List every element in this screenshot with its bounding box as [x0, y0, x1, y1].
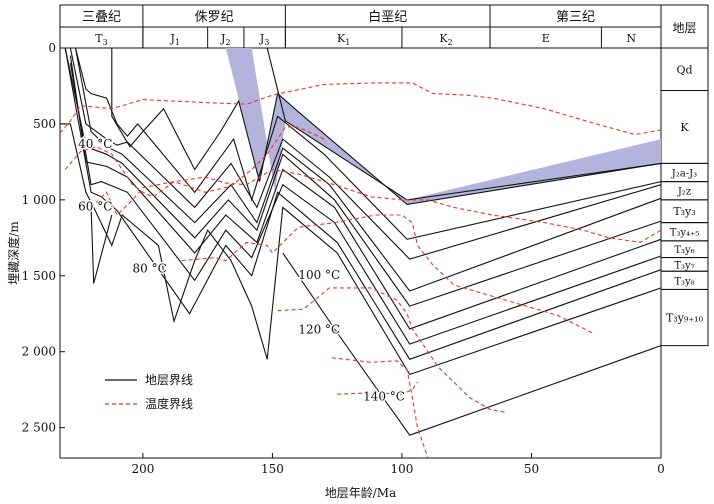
temperature-label: 60 °C — [78, 199, 112, 213]
legend-label: 地层界线 — [145, 373, 193, 387]
temperature-line — [59, 82, 662, 136]
temperature-line — [331, 357, 429, 459]
y-axis-title: 埋藏深度/m — [6, 221, 21, 285]
temperature-label: 80 °C — [133, 262, 167, 276]
epoch-label-main: T — [95, 32, 103, 45]
period-label: 白垩纪 — [368, 9, 407, 25]
epoch-label: J3 — [259, 32, 270, 47]
x-tick-label: 0 — [657, 462, 665, 476]
epoch-label-sub: 3 — [103, 38, 108, 47]
strata-label: K — [680, 121, 689, 134]
temperature-line — [277, 287, 506, 413]
legend-label: 温度界线 — [145, 396, 193, 411]
epoch-label: K1 — [337, 32, 350, 47]
epoch-label-sub: 1 — [175, 38, 180, 47]
epoch-label: E — [542, 32, 550, 45]
epoch-label-main: E — [542, 32, 550, 45]
x-tick-label: 200 — [131, 462, 154, 476]
strata-label: T₃y₄₊₅ — [670, 228, 700, 239]
strata-label: T₃y₆ — [674, 245, 694, 256]
temperature-lines — [59, 82, 662, 459]
temperature-line — [90, 126, 325, 216]
y-tick-label: 2 000 — [22, 345, 56, 359]
highlight-band-layer — [225, 48, 662, 205]
period-label: 侏罗纪 — [195, 10, 234, 25]
y-tick-label: 500 — [33, 117, 56, 131]
strata-label: T₃y₇ — [674, 260, 694, 271]
y-tick-label: 0 — [48, 41, 56, 55]
stratum-line — [69, 47, 662, 260]
epoch-label: J1 — [170, 32, 181, 47]
stratum-line — [69, 55, 662, 330]
epoch-label-main: N — [626, 32, 636, 45]
stratum-line — [266, 47, 662, 201]
temperature-labels: 40 °C 60 °C 80 °C 100 °C 120 °C 140 °C — [77, 136, 407, 405]
strata-header: 地层 — [672, 21, 696, 35]
temperature-line — [181, 214, 594, 334]
epoch-label: K2 — [439, 32, 452, 47]
epoch-label: N — [626, 32, 636, 45]
temperature-line — [337, 381, 418, 395]
strata-label: J₂z — [677, 187, 691, 198]
stratum-line — [74, 47, 662, 240]
epoch-label-sub: 1 — [345, 38, 350, 47]
stratum-lines — [60, 47, 662, 436]
temperature-label: 120 °C — [298, 322, 340, 336]
strata-label: T₃y₈ — [674, 276, 694, 287]
temperature-label: 100 °C — [298, 268, 340, 282]
temperature-line — [64, 146, 662, 243]
y-tick-label: 1 000 — [22, 193, 56, 207]
stratum-line — [70, 47, 662, 205]
stratum-line — [60, 123, 662, 376]
strata-label: J₂a-J₃ — [671, 169, 697, 180]
stratum-line — [69, 63, 662, 345]
stratum-line — [74, 47, 662, 292]
stratum-line — [64, 47, 662, 307]
period-label: 第三纪 — [556, 10, 595, 25]
period-label: 三叠纪 — [82, 10, 121, 25]
x-tick-label: 100 — [390, 462, 413, 476]
x-axis-title: 地层年龄/Ma — [325, 486, 397, 500]
epoch-label-main: J — [220, 32, 225, 45]
epoch-label-sub: 2 — [448, 38, 453, 47]
epoch-label-main: K — [439, 32, 448, 45]
y-tick-label: 1 500 — [22, 269, 56, 283]
x-tick-label: 150 — [261, 462, 284, 476]
strata-label: Qd — [676, 63, 692, 76]
strata-label: T₃y₉₊₁₀ — [666, 312, 704, 325]
epoch-label-sub: 2 — [225, 38, 230, 47]
temperature-label: 140 °C — [363, 389, 405, 403]
highlight-band — [225, 48, 662, 205]
stratum-line — [282, 252, 662, 436]
strata-label: T₃y₃ — [673, 205, 695, 218]
stratum-line — [90, 207, 113, 284]
strata-column: 地层 Qd K J₂a-J₃ J₂z T₃y₃ T₃y₄₊₅ T₃y₆ T₃y₇ T₃y₈ T₃y₉… — [660, 4, 709, 347]
temperature-label: 40 °C — [78, 137, 112, 151]
epoch-label: J2 — [220, 32, 231, 47]
x-tick-label: 50 — [524, 462, 539, 476]
epoch-label: T3 — [95, 32, 107, 47]
epoch-label-sub: 3 — [264, 38, 269, 47]
epoch-label-main: J — [170, 32, 175, 45]
epoch-label-main: J — [259, 32, 264, 45]
stratum-line — [64, 47, 662, 360]
y-tick-label: 2 500 — [22, 421, 56, 435]
epoch-label-main: K — [337, 32, 346, 45]
